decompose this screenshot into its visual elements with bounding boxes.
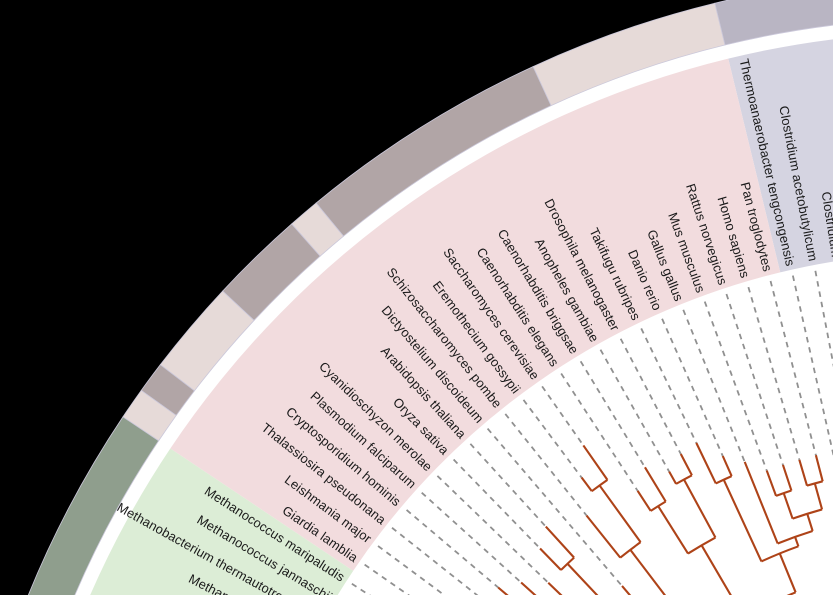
- tree-branch: [798, 459, 808, 486]
- leaf-connector-line: [504, 413, 588, 517]
- tree-branch: [580, 476, 593, 492]
- leaf-connector-line: [486, 428, 623, 587]
- tree-arc: [619, 541, 642, 559]
- tree-branch: [566, 563, 599, 595]
- tree-branch: [743, 461, 779, 544]
- leaf-connector-line: [405, 509, 499, 589]
- leaf-connector-line: [814, 270, 833, 368]
- tree-arc: [792, 508, 823, 520]
- outer-ring-segment-8: [27, 416, 160, 595]
- tree-branch: [765, 470, 778, 497]
- tree-arc: [775, 489, 792, 497]
- tree-branch: [582, 444, 609, 481]
- domain-range-bacteria: [728, 39, 833, 273]
- leaf-connector-line: [747, 286, 801, 461]
- tree-branch: [598, 484, 642, 543]
- leaf-connector-line: [682, 309, 746, 463]
- leaf-connector-line: [377, 545, 446, 595]
- leaf-connector-line: [599, 349, 670, 473]
- tree-branch: [539, 547, 562, 571]
- domain-range-archaea: [90, 448, 354, 595]
- leaf-connector-line: [725, 293, 784, 466]
- tree-branch: [782, 492, 794, 520]
- tree-arc: [675, 474, 693, 485]
- tree-branch: [813, 483, 824, 510]
- tree-branch: [781, 464, 793, 491]
- tree-branch: [683, 478, 717, 539]
- leaf-connector-line: [619, 338, 682, 455]
- tree-branch: [794, 536, 800, 547]
- leaf-connector-line: [541, 385, 585, 446]
- tree-branch: [629, 549, 667, 595]
- tree-branch: [806, 513, 814, 532]
- leaf-connector-line: [791, 275, 833, 458]
- tree-branch: [585, 514, 622, 559]
- leaf-connector-line: [560, 373, 639, 492]
- leaf-connector-line: [391, 527, 479, 595]
- tree-branch: [722, 479, 763, 562]
- tree-branch: [636, 490, 652, 512]
- tree-branch: [497, 586, 509, 595]
- tree-arc: [760, 545, 799, 563]
- tree-branch: [814, 454, 824, 482]
- tree-branch: [668, 471, 677, 485]
- tree-branch: [545, 525, 575, 559]
- tree-branch: [657, 505, 689, 555]
- tree-branch: [700, 544, 732, 595]
- leaf-connector-line: [661, 318, 724, 457]
- tree-branch: [721, 455, 733, 477]
- leaf-connector-line: [421, 491, 522, 584]
- leaf-connector-line: [640, 328, 698, 444]
- leaf-connector-line: [436, 475, 549, 584]
- leaf-connector-line: [703, 301, 768, 471]
- tree-branch: [695, 442, 717, 484]
- leaf-connector-line: [364, 563, 411, 595]
- tree-branch: [547, 581, 563, 595]
- domain-range-eukaryota: [170, 58, 781, 571]
- tree-branch: [644, 466, 667, 503]
- leaf-connector-line: [469, 443, 547, 528]
- tree-arc: [560, 556, 575, 571]
- tree-branch: [778, 553, 797, 593]
- tree-branch: [679, 453, 693, 476]
- leaf-connector-line: [769, 280, 817, 456]
